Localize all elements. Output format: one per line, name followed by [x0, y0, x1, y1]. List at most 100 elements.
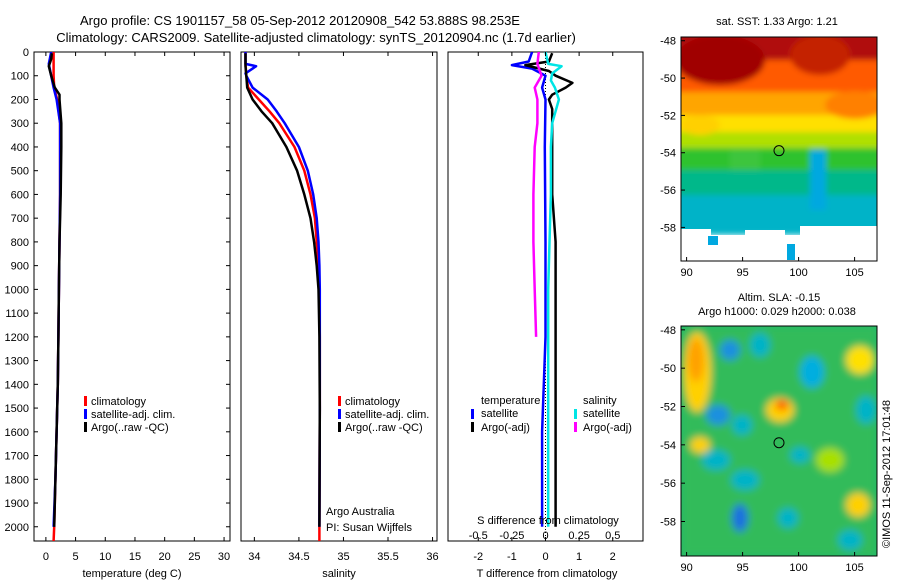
- figure-title-line2: Climatology: CARS2009. Satellite-adjuste…: [56, 30, 576, 45]
- argo-position-marker: [773, 437, 785, 449]
- legend-label-argo: Argo(..raw -QC): [91, 422, 169, 434]
- x-tick-label: 10: [99, 551, 111, 563]
- imos-timestamp: ©IMOS 11-Sep-2012 17:01:48: [881, 400, 893, 548]
- x-tick-label: 5: [73, 551, 79, 563]
- depth-tick-label: 1600: [5, 427, 29, 439]
- map-lat-tick-label: -56: [660, 185, 676, 197]
- legend-swatch-sal-satellite: [574, 409, 577, 419]
- map-lon-tick-label: 90: [680, 562, 692, 574]
- sla-map: Altim. SLA: -0.15 Argo h1000: 0.029 h200…: [660, 292, 878, 574]
- x-tick-label: 1: [576, 551, 582, 563]
- series-line-salinity-argo-adj-: [532, 52, 543, 337]
- x-tick-label: 36: [426, 551, 438, 563]
- sst-field: [681, 37, 877, 261]
- sst-lon-tick-labels: 90 95 100 105: [680, 257, 864, 279]
- x-tick-label: 15: [129, 551, 141, 563]
- map-lat-tick-label: -50: [660, 363, 676, 375]
- legend-label-satellite: satellite-adj. clim.: [345, 409, 429, 421]
- map-lat-tick-label: -54: [660, 148, 676, 160]
- x-tick-label: 30: [218, 551, 230, 563]
- map-lon-tick-label: 100: [789, 267, 807, 279]
- legend-swatch-sal-argo: [574, 422, 577, 432]
- x-top-tick-label: -0.25: [499, 530, 524, 542]
- x-tick-label: -1: [507, 551, 517, 563]
- map-lon-tick-label: 100: [789, 562, 807, 574]
- sla-map-title2: Argo h1000: 0.029 h2000: 0.038: [698, 306, 856, 318]
- map-lat-tick-label: -50: [660, 73, 676, 85]
- depth-tick-label: 0: [23, 47, 29, 59]
- temperature-panel: 0100200300400500600700800900100011001200…: [5, 47, 643, 580]
- map-lat-tick-label: -56: [660, 478, 676, 490]
- map-lon-tick-label: 105: [845, 562, 863, 574]
- series-line-temperature-satellite: [510, 52, 547, 527]
- x-top-tick-label: 0: [542, 530, 548, 542]
- sla-map-title1: Altim. SLA: -0.15: [738, 292, 821, 304]
- difference-legend-salinity: salinity satellite Argo(-adj): [574, 395, 632, 434]
- x-top-tick-label: -0.5: [469, 530, 488, 542]
- map-lat-tick-label: -54: [660, 440, 676, 452]
- map-lon-tick-label: 95: [736, 562, 748, 574]
- depth-tick-label: 1300: [5, 356, 29, 368]
- depth-tick-label: 900: [11, 261, 29, 273]
- sla-field: [681, 326, 877, 556]
- map-lat-tick-label: -58: [660, 517, 676, 529]
- argo-position-marker: [773, 145, 785, 157]
- legend-swatch-satellite: [338, 409, 341, 419]
- depth-tick-label: 100: [11, 71, 29, 83]
- salinity-annotation-line1: Argo Australia: [326, 506, 395, 518]
- x-tick-label: 2: [610, 551, 616, 563]
- map-lat-tick-label: -48: [660, 325, 676, 337]
- depth-tick-label: 400: [11, 142, 29, 154]
- figure-title-line1: Argo profile: CS 1901157_58 05-Sep-2012 …: [80, 13, 520, 28]
- legend-label-temp-argo: Argo(-adj): [481, 422, 530, 434]
- difference-panel: -0.5 -0.25 0 0.25 0.5 -2 -1 0 1 2 temperature sa…: [447, 51, 644, 580]
- depth-tick-label: 1800: [5, 474, 29, 486]
- temperature-tick-labels: 0 5 10 15 20 25 30: [43, 52, 230, 563]
- depth-tick-label: 500: [11, 166, 29, 178]
- temperature-axes-box: [33, 51, 231, 542]
- legend-title-salinity: salinity: [583, 395, 617, 407]
- legend-label-climatology: climatology: [345, 396, 401, 408]
- map-lat-tick-label: -58: [660, 222, 676, 234]
- x-tick-label: 35: [337, 551, 349, 563]
- temperature-lines: [47, 52, 63, 541]
- x-tick-label: 0: [43, 551, 49, 563]
- legend-label-sal-satellite: satellite: [583, 408, 620, 420]
- legend-swatch-climatology: [84, 396, 87, 406]
- legend-title-temperature: temperature: [481, 395, 540, 407]
- depth-tick-label: 1400: [5, 379, 29, 391]
- difference-lines: [510, 52, 574, 527]
- map-lon-tick-label: 105: [845, 267, 863, 279]
- series-line-temperature-argo-adj-: [524, 52, 574, 527]
- x-tick-label: 25: [188, 551, 200, 563]
- x-tick-label: 34.5: [288, 551, 309, 563]
- map-lat-tick-label: -48: [660, 36, 676, 48]
- depth-tick-label: 1100: [5, 308, 29, 320]
- depth-tick-label: 200: [11, 94, 29, 106]
- salinity-axes-box: [240, 51, 438, 542]
- difference-xlabel-top: S difference from climatology: [477, 515, 619, 527]
- depth-tick-label: 2000: [5, 522, 29, 534]
- salinity-panel: 34 34.5 35 35.5 36 climatology satellite-adj…: [240, 51, 439, 580]
- legend-swatch-argo: [84, 422, 87, 432]
- depth-tick-label: 300: [11, 118, 29, 130]
- legend-swatch-temp-argo: [471, 422, 474, 432]
- sla-lat-tick-labels: -48 -50 -52 -54 -56 -58: [660, 325, 685, 529]
- sla-lon-tick-labels: 90 95 100 105: [680, 552, 864, 574]
- x-top-tick-label: 0.25: [568, 530, 589, 542]
- salinity-tick-labels: 34 34.5 35 35.5 36: [248, 52, 439, 563]
- legend-swatch-climatology: [338, 396, 341, 406]
- sst-lat-tick-labels: -48 -50 -52 -54 -56 -58: [660, 36, 685, 234]
- map-lon-tick-label: 90: [680, 267, 692, 279]
- x-top-tick-label: 0.5: [605, 530, 620, 542]
- difference-legend-temperature: temperature satellite Argo(-adj): [471, 395, 540, 434]
- map-lat-tick-label: -52: [660, 402, 676, 414]
- legend-swatch-temp-satellite: [471, 409, 474, 419]
- series-line-argo-raw-qc-: [244, 53, 322, 527]
- salinity-lines: [244, 52, 322, 541]
- map-lon-tick-label: 95: [736, 267, 748, 279]
- x-tick-label: 20: [159, 551, 171, 563]
- x-tick-label: 35.5: [377, 551, 398, 563]
- depth-tick-label: 1700: [5, 451, 29, 463]
